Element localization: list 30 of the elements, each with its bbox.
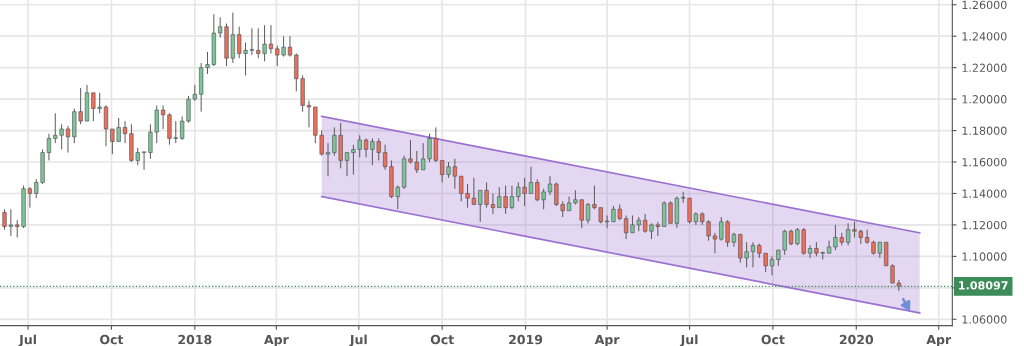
- x-tick-label: Apr: [926, 335, 952, 346]
- x-tick-label: 2018: [178, 334, 212, 345]
- x-tick-label: Jul: [679, 334, 698, 346]
- y-tick-label: 1.16000: [962, 157, 1007, 167]
- y-tick-label: 1.18000: [962, 126, 1007, 135]
- y-tick-label: 1.12000: [962, 220, 1007, 230]
- x-tick-label: Jul: [18, 334, 36, 346]
- x-tick-label: Oct: [761, 334, 785, 345]
- candlestick: [325, 142, 331, 177]
- candlestick: [103, 104, 109, 147]
- x-tick-label: 2019: [509, 334, 543, 345]
- x-tick-label: Apr: [594, 335, 620, 346]
- y-tick-label: 1.10000: [962, 252, 1007, 261]
- candlestick: [769, 255, 775, 276]
- ref-line-label: 1.08097: [959, 281, 1008, 290]
- candlestick: [528, 166, 534, 194]
- y-tick-label: 1.22000: [962, 63, 1007, 73]
- y-tick-label: 1.20000: [962, 95, 1007, 104]
- candlestick: [547, 175, 553, 196]
- y-tick-label: 1.26000: [962, 0, 1007, 10]
- x-tick-label: Oct: [430, 334, 454, 345]
- candlestick: [306, 100, 312, 128]
- y-tick-label: 1.06000: [962, 315, 1007, 324]
- x-tick-label: Oct: [100, 334, 124, 345]
- y-tick-label: 1.14000: [962, 189, 1007, 198]
- x-tick-label: Apr: [264, 335, 289, 346]
- candlestick: [750, 241, 756, 268]
- y-tick-label: 1.24000: [962, 32, 1007, 41]
- x-tick-label: 2020: [839, 334, 874, 345]
- x-tick-label: Jul: [349, 334, 367, 346]
